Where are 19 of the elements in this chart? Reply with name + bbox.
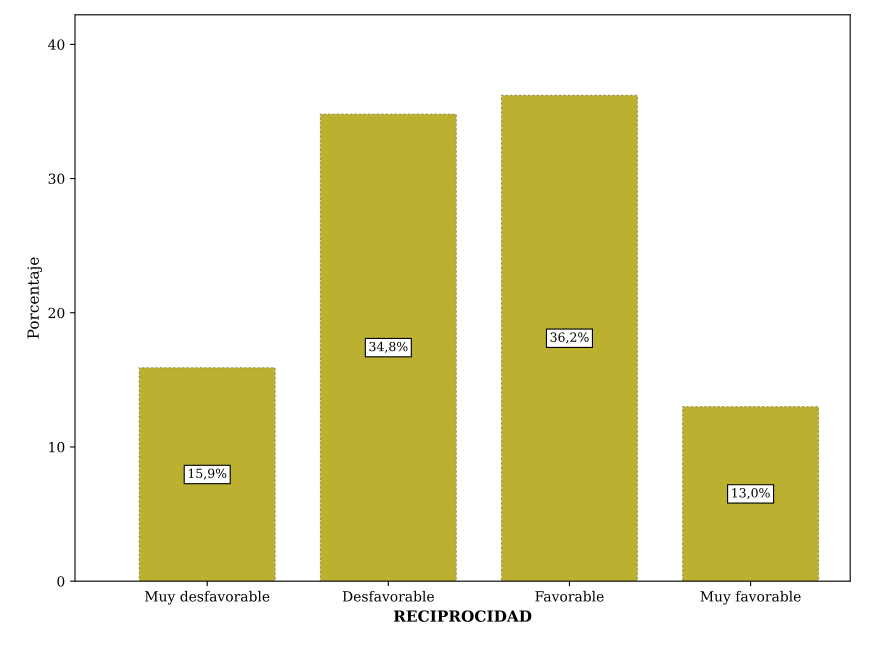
x-tick-label: Desfavorable xyxy=(342,590,434,602)
bar xyxy=(500,94,638,582)
y-axis-title: Porcentaje xyxy=(27,257,42,338)
x-tick-label: Favorable xyxy=(535,590,604,602)
y-tick-label: 0 xyxy=(57,576,64,587)
y-tick-label: 10 xyxy=(49,442,64,452)
data-label: 13,0% xyxy=(732,488,770,500)
data-label: 15,9% xyxy=(188,468,226,480)
y-tick-label: 40 xyxy=(48,39,64,50)
bar xyxy=(138,367,276,582)
y-tick-label: 30 xyxy=(48,174,64,184)
x-tick-label: Muy favorable xyxy=(700,590,801,605)
x-tick-label: Muy desfavorable xyxy=(145,590,270,605)
bar xyxy=(320,114,457,582)
data-label: 34,8% xyxy=(369,342,408,353)
data-label: 36,2% xyxy=(550,332,589,344)
bar xyxy=(682,406,820,582)
y-tick-label: 20 xyxy=(48,308,64,318)
x-axis-title: RECIPROCIDAD xyxy=(394,610,532,622)
